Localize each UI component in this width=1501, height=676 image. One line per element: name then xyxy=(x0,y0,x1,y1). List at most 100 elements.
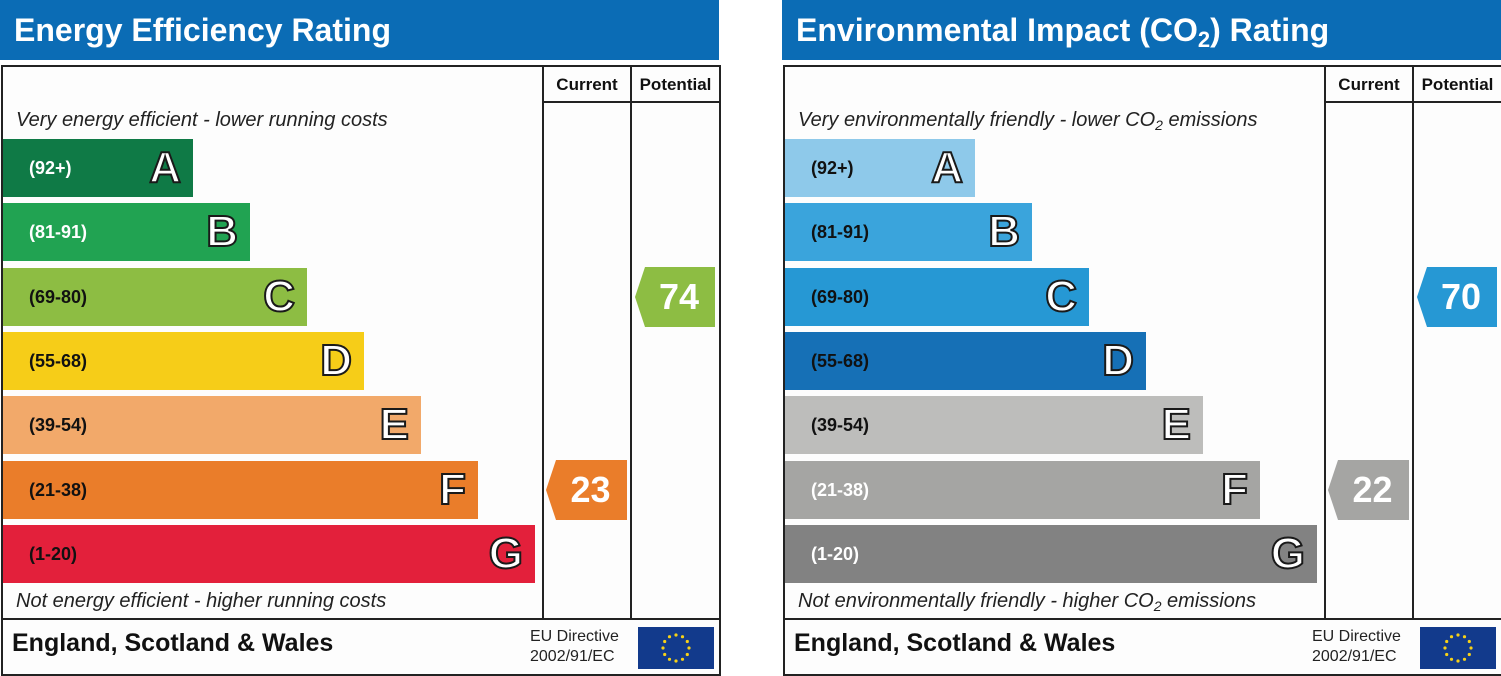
eu-star xyxy=(1445,639,1449,644)
band-c: (69-80) C xyxy=(3,267,307,326)
current-rating-value: 23 xyxy=(570,468,611,510)
note-part: Not environmentally friendly - higher CO xyxy=(798,590,1154,612)
band-range-label: (1-20) xyxy=(811,543,860,564)
band-range-label: (39-54) xyxy=(29,415,88,436)
footer-divider xyxy=(3,618,719,620)
band-letter-label: C xyxy=(1044,271,1078,322)
eu-directive-line1: EU Directive xyxy=(530,628,619,645)
eu-star xyxy=(1449,657,1454,661)
band-g: (1-20) G xyxy=(3,524,535,583)
band-letter-label: C xyxy=(262,271,296,322)
band-letter-label: A xyxy=(148,142,182,193)
eu-star xyxy=(674,633,678,637)
potential-rating-arrow: 70 xyxy=(1417,266,1497,327)
bottom-note: Not environmentally friendly - higher CO… xyxy=(798,590,1256,614)
band-letter-label: G xyxy=(1270,528,1306,579)
band-c: (69-80) C xyxy=(785,267,1089,326)
band-range-label: (21-38) xyxy=(29,479,88,500)
eu-directive-line2: 2002/91/EC xyxy=(530,648,615,665)
header-divider xyxy=(1324,101,1501,103)
note-part: emissions xyxy=(1161,590,1256,612)
eu-star xyxy=(1449,635,1454,639)
footer-country: England, Scotland & Wales xyxy=(12,629,334,657)
current-rating-arrow: 22 xyxy=(1328,459,1409,520)
chart-title: Environmental Impact (CO2) Rating xyxy=(782,0,1501,60)
band-range-label: (55-68) xyxy=(811,350,870,371)
potential-arrow-fill xyxy=(635,266,715,327)
band-letter-label: E xyxy=(1161,399,1192,450)
environmental-impact-chart: Environmental Impact (CO2) Rating Curren… xyxy=(782,0,1501,676)
band-range-label: (81-91) xyxy=(811,222,870,243)
eu-directive-line1: EU Directive xyxy=(1312,628,1401,645)
potential-arrow-shape xyxy=(635,266,715,327)
current-column-header: Current xyxy=(556,75,618,94)
band-range-label: (55-68) xyxy=(29,350,88,371)
band-letter-label: G xyxy=(488,528,524,579)
rating-frame: Current Potential Very environmentally f… xyxy=(783,65,1501,676)
eu-star xyxy=(1456,633,1460,637)
rating-frame: Current Potential Very energy efficient … xyxy=(1,65,721,676)
eu-star xyxy=(667,635,672,639)
eu-star xyxy=(680,635,685,639)
band-d: (55-68) D xyxy=(785,331,1146,390)
header-divider xyxy=(542,101,719,103)
eu-star xyxy=(1443,646,1447,650)
band-letter-label: D xyxy=(1101,335,1135,386)
band-e: (39-54) E xyxy=(785,396,1203,455)
top-note: Very environmentally friendly - lower CO… xyxy=(798,109,1257,133)
band-letter-label: F xyxy=(1220,464,1249,515)
band-a: (92+) A xyxy=(3,139,193,197)
eu-directive-text: EU Directive 2002/91/EC xyxy=(530,627,619,667)
eu-star xyxy=(667,657,672,661)
potential-arrow-shape xyxy=(1417,266,1497,327)
footer-country: England, Scotland & Wales xyxy=(794,629,1116,657)
band-f: (21-38) F xyxy=(785,460,1260,519)
potential-rating-arrow: 74 xyxy=(635,266,715,327)
title-part: ) Rating xyxy=(1210,12,1330,48)
potential-rating-value: 70 xyxy=(1440,275,1482,317)
eu-directive-text: EU Directive 2002/91/EC xyxy=(1312,627,1401,667)
eu-star xyxy=(674,659,678,663)
eu-star xyxy=(663,652,667,657)
note-part: emissions xyxy=(1162,109,1258,131)
potential-arrow-fill xyxy=(1417,266,1497,327)
current-arrow-fill xyxy=(1328,459,1409,520)
band-d: (55-68) D xyxy=(3,331,364,390)
note-subscript: 2 xyxy=(1153,598,1162,614)
eu-star xyxy=(1469,646,1473,650)
eu-star xyxy=(1462,635,1467,639)
eu-star xyxy=(1445,652,1449,657)
band-a: (92+) A xyxy=(785,139,975,197)
band-range-label: (1-20) xyxy=(29,543,78,564)
band-range-label: (69-80) xyxy=(811,286,870,307)
title-subscript: 2 xyxy=(1197,27,1211,52)
eu-star xyxy=(687,646,691,650)
band-e: (39-54) E xyxy=(3,396,421,455)
eu-flag-icon xyxy=(1420,627,1496,669)
column-divider xyxy=(1324,67,1326,619)
band-g: (1-20) G xyxy=(785,524,1317,583)
note-subscript: 2 xyxy=(1155,117,1163,133)
current-arrow-shape xyxy=(1328,459,1409,520)
potential-column-header: Potential xyxy=(639,75,712,94)
eu-star xyxy=(685,639,689,644)
eu-star xyxy=(663,639,667,644)
eu-star xyxy=(680,657,685,661)
bottom-note: Not energy efficient - higher running co… xyxy=(16,590,387,612)
eu-star xyxy=(661,646,665,650)
current-column-header: Current xyxy=(1338,75,1400,94)
band-b: (81-91) B xyxy=(3,203,250,262)
eu-directive-line2: 2002/91/EC xyxy=(1312,648,1397,665)
current-arrow-fill xyxy=(546,459,627,520)
footer-divider xyxy=(785,618,1501,620)
band-b: (81-91) B xyxy=(785,203,1032,262)
band-range-label: (39-54) xyxy=(811,415,870,436)
band-letter-label: A xyxy=(930,142,964,193)
current-rating-value: 22 xyxy=(1352,468,1393,510)
band-letter-label: D xyxy=(319,335,353,386)
band-letter-label: F xyxy=(438,464,467,515)
title-part: Environmental Impact (CO xyxy=(796,12,1198,48)
eu-flag-icon xyxy=(638,627,714,669)
chart-title: Energy Efficiency Rating xyxy=(0,0,719,60)
top-note: Very energy efficient - lower running co… xyxy=(16,109,388,131)
